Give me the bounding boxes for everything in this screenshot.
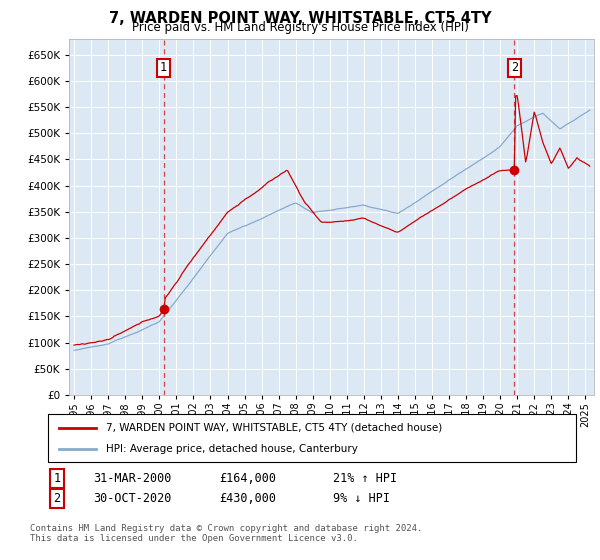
Text: £430,000: £430,000 <box>219 492 276 505</box>
FancyBboxPatch shape <box>48 414 576 462</box>
Text: £164,000: £164,000 <box>219 472 276 486</box>
Text: 21% ↑ HPI: 21% ↑ HPI <box>333 472 397 486</box>
Text: HPI: Average price, detached house, Canterbury: HPI: Average price, detached house, Cant… <box>106 444 358 454</box>
Text: 1: 1 <box>53 472 61 486</box>
Text: 9% ↓ HPI: 9% ↓ HPI <box>333 492 390 505</box>
Text: 30-OCT-2020: 30-OCT-2020 <box>93 492 172 505</box>
Text: 31-MAR-2000: 31-MAR-2000 <box>93 472 172 486</box>
Text: 2: 2 <box>511 62 518 74</box>
Text: 2: 2 <box>53 492 61 505</box>
Text: Contains HM Land Registry data © Crown copyright and database right 2024.
This d: Contains HM Land Registry data © Crown c… <box>30 524 422 543</box>
Text: 7, WARDEN POINT WAY, WHITSTABLE, CT5 4TY (detached house): 7, WARDEN POINT WAY, WHITSTABLE, CT5 4TY… <box>106 423 442 433</box>
Text: 7, WARDEN POINT WAY, WHITSTABLE, CT5 4TY: 7, WARDEN POINT WAY, WHITSTABLE, CT5 4TY <box>109 11 491 26</box>
Text: Price paid vs. HM Land Registry's House Price Index (HPI): Price paid vs. HM Land Registry's House … <box>131 21 469 34</box>
Text: 1: 1 <box>160 62 167 74</box>
